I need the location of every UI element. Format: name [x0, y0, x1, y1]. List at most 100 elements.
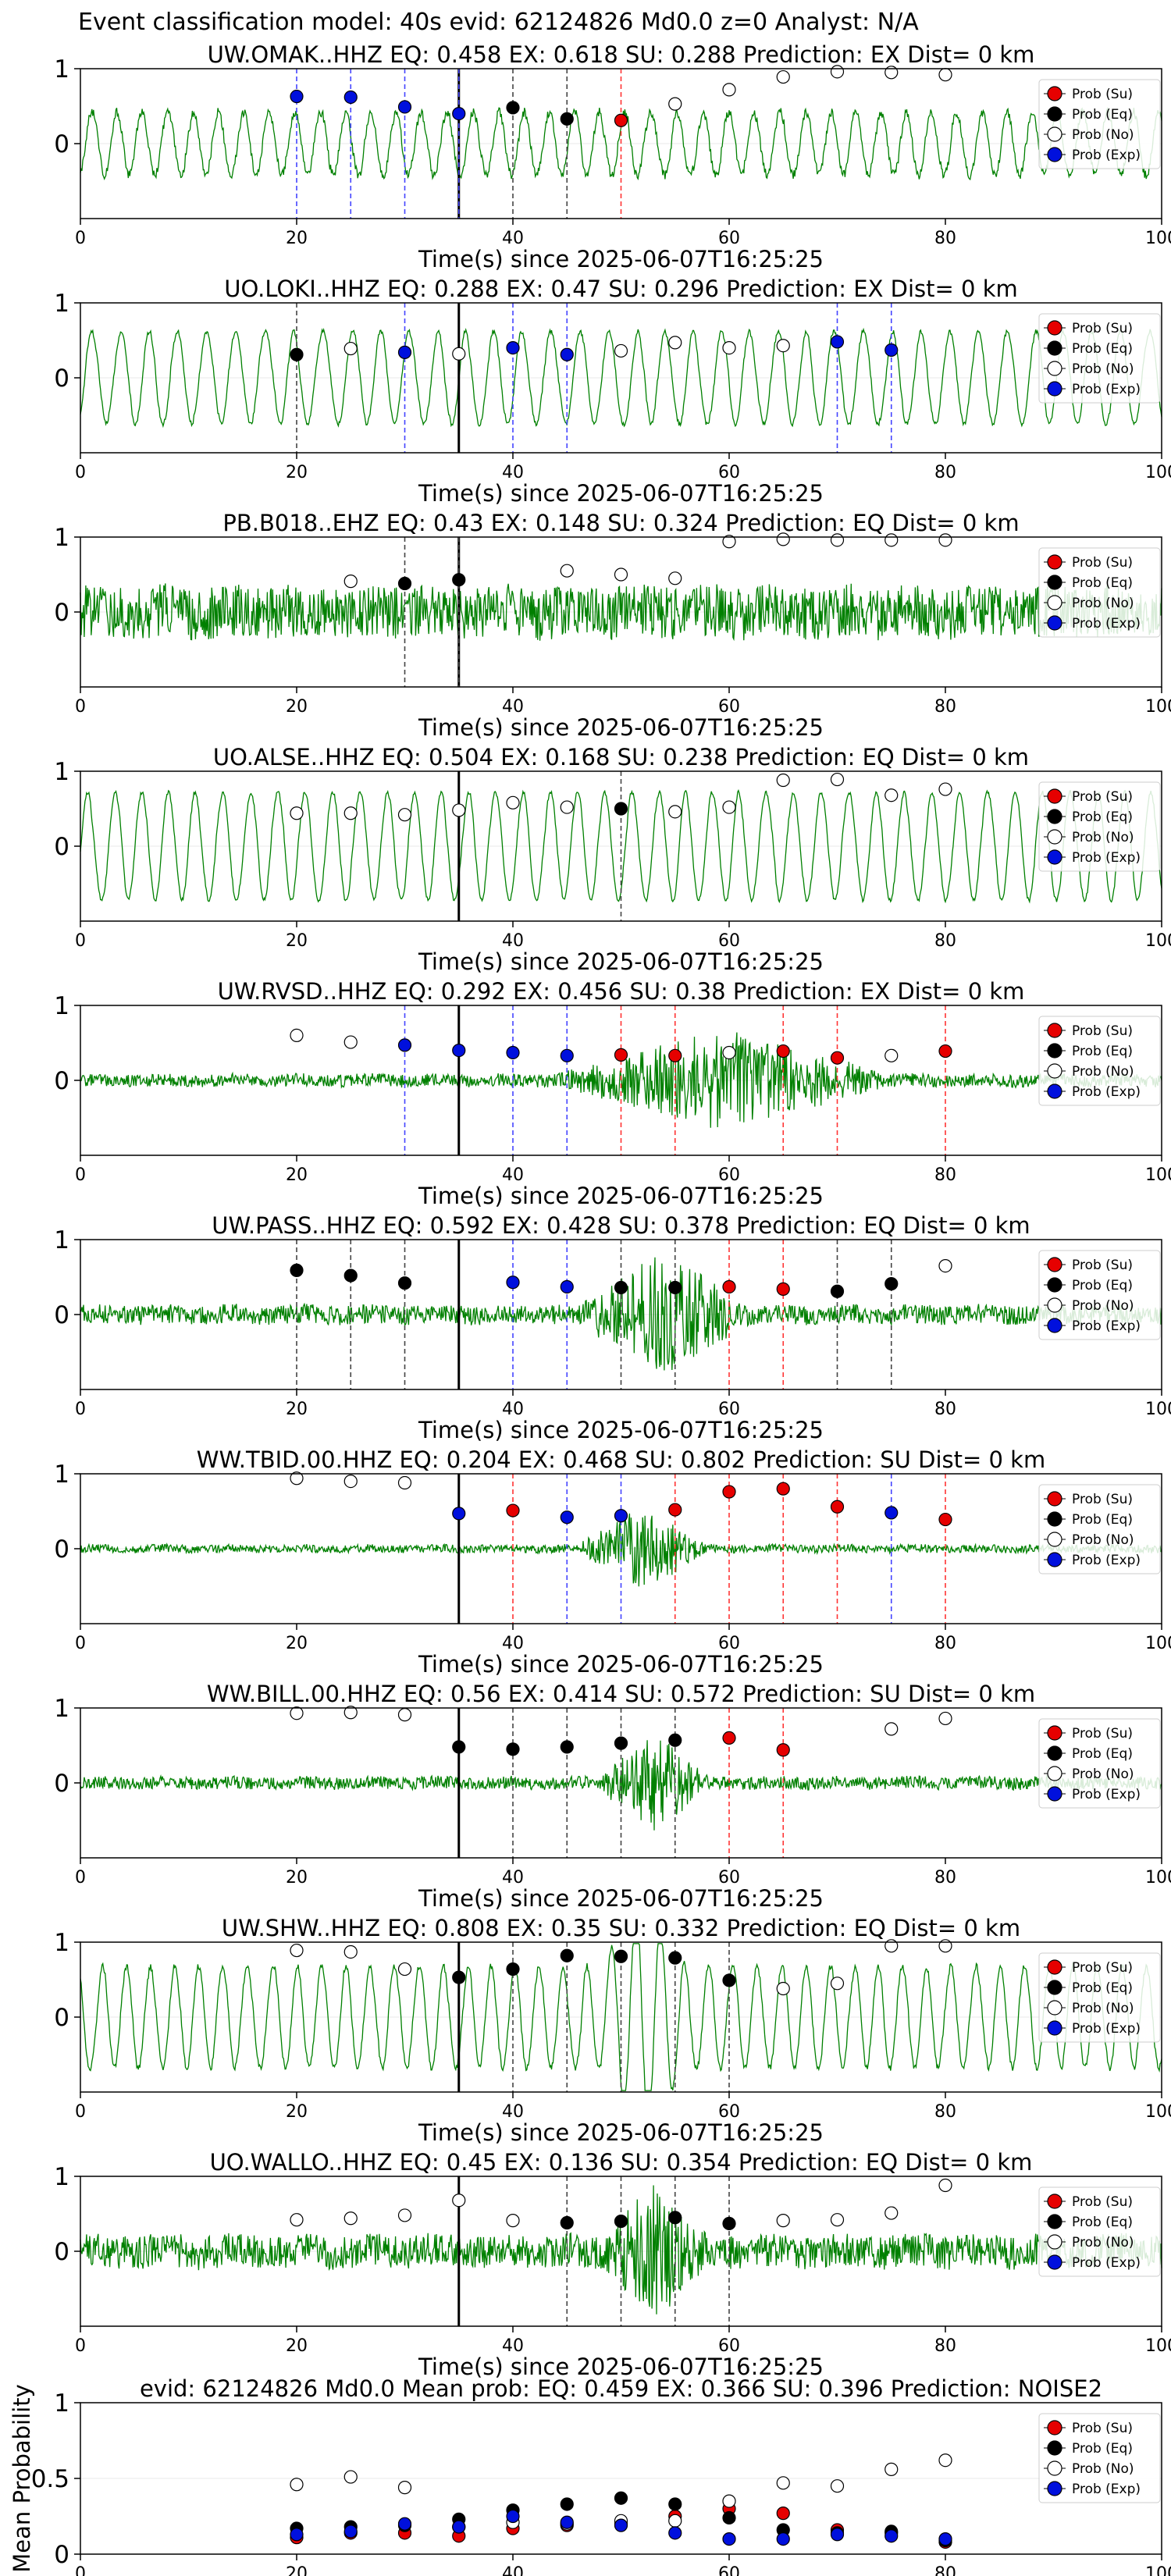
legend: Prob (Su) Prob (Eq) Prob (No) Prob (Exp) — [1038, 1484, 1161, 1574]
legend-label: Prob (No) — [1072, 1298, 1134, 1314]
panel-6: UW.PASS..HHZ EQ: 0.592 EX: 0.428 SU: 0.3… — [54, 1212, 1171, 1443]
panel-11: evid: 62124826 Md0.0 Mean prob: EQ: 0.45… — [9, 2375, 1171, 2576]
prob-point-no — [884, 1722, 899, 1736]
x-tick-label: 0 — [75, 1634, 86, 1653]
mean-point-no — [938, 2453, 952, 2467]
legend-label: Prob (Eq) — [1072, 1044, 1133, 1059]
mean-point-exp — [452, 2520, 466, 2534]
prob-point-no — [830, 2213, 845, 2227]
prob-point-no — [776, 773, 790, 788]
prob-point-eq — [884, 1277, 899, 1291]
legend-box — [1038, 1952, 1161, 2043]
legend-box — [1038, 2413, 1161, 2503]
legend-box — [1038, 2186, 1161, 2277]
prob-point-eq — [506, 1962, 520, 1976]
prob-point-no — [722, 1045, 736, 1060]
legend-label: Prob (Su) — [1072, 2421, 1133, 2436]
prob-point-eq — [343, 1268, 358, 1283]
legend-marker-no — [1047, 829, 1062, 845]
y-tick-label: 1 — [54, 524, 69, 552]
prob-point-no — [290, 2213, 304, 2227]
x-tick-label: 100 — [1145, 1400, 1171, 1419]
plot-frame — [80, 1941, 1162, 2093]
legend-marker-eq — [1047, 1745, 1062, 1761]
legend-label: Prob (Exp) — [1072, 1318, 1141, 1334]
legend-label: Prob (Eq) — [1072, 1512, 1133, 1528]
x-tick-label: 20 — [286, 463, 308, 482]
prob-point-su — [722, 1279, 736, 1294]
y-tick-label: 1 — [54, 1695, 69, 1723]
mean-point-su — [776, 2507, 790, 2521]
panel-4: UO.ALSE..HHZ EQ: 0.504 EX: 0.168 SU: 0.2… — [54, 744, 1171, 975]
x-tick-label: 100 — [1145, 1868, 1171, 1888]
legend-label: Prob (Eq) — [1072, 107, 1133, 123]
panel-3: PB.B018..EHZ EQ: 0.43 EX: 0.148 SU: 0.32… — [54, 510, 1171, 741]
x-tick-label: 60 — [718, 2102, 740, 2122]
prob-point-exp — [397, 1038, 412, 1052]
legend-marker-eq — [1047, 2440, 1062, 2456]
prob-point-no — [343, 341, 358, 356]
mean-point-eq — [614, 2491, 628, 2505]
legend-box — [1038, 547, 1161, 638]
prob-point-no — [397, 1475, 412, 1490]
prob-point-no — [884, 533, 899, 547]
prob-point-eq — [614, 802, 628, 816]
legend-label: Prob (Su) — [1072, 321, 1133, 336]
legend-label: Prob (Eq) — [1072, 2215, 1133, 2230]
prob-point-exp — [884, 1506, 899, 1520]
legend-marker-eq — [1047, 1980, 1062, 1995]
legend-label: Prob (Su) — [1072, 555, 1133, 571]
mean-point-no — [343, 2470, 358, 2484]
prob-point-no — [397, 1708, 412, 1722]
x-tick-label: 20 — [286, 1400, 308, 1419]
legend-marker-eq — [1047, 1043, 1062, 1059]
panel-8: WW.BILL.00.HHZ EQ: 0.56 EX: 0.414 SU: 0.… — [54, 1681, 1171, 1912]
legend-marker-su — [1047, 1023, 1062, 1038]
prob-point-su — [776, 1482, 790, 1496]
y-tick-label: 1 — [54, 1226, 69, 1254]
x-tick-label: 80 — [934, 1165, 956, 1185]
x-tick-label: 0 — [75, 1400, 86, 1419]
mean-point-eq — [722, 2510, 736, 2525]
legend: Prob (Su) Prob (Eq) Prob (No) Prob (Exp) — [1038, 2413, 1161, 2503]
legend-marker-su — [1047, 86, 1062, 101]
prob-point-su — [776, 1282, 790, 1296]
legend-marker-no — [1047, 1766, 1062, 1781]
x-axis-label: Time(s) since 2025-06-07T16:25:25 — [418, 1183, 824, 1209]
legend-marker-exp — [1047, 615, 1062, 631]
legend-marker-su — [1047, 2420, 1062, 2435]
mean-point-exp — [722, 2532, 736, 2546]
legend-marker-no — [1047, 1532, 1062, 1547]
y-tick-label: 0 — [54, 1770, 69, 1798]
prob-point-no — [290, 1028, 304, 1043]
legend-marker-exp — [1047, 381, 1062, 397]
x-tick-label: 40 — [502, 1868, 524, 1888]
y-tick-label: 1 — [54, 290, 69, 318]
prob-point-no — [884, 1939, 899, 1953]
legend-label: Prob (Exp) — [1072, 2021, 1141, 2037]
prob-point-su — [506, 1503, 520, 1517]
mean-point-no — [668, 2514, 682, 2528]
legend-label: Prob (No) — [1072, 2235, 1134, 2250]
legend-marker-no — [1047, 1063, 1062, 1079]
legend-marker-no — [1047, 2460, 1062, 2476]
x-axis-label: Time(s) since 2025-06-07T16:25:25 — [418, 1417, 824, 1443]
legend: Prob (Su) Prob (Eq) Prob (No) Prob (Exp) — [1038, 2186, 1161, 2277]
y-tick-label: 0 — [54, 2541, 69, 2569]
prob-point-su — [668, 1503, 682, 1517]
prob-point-no — [290, 1471, 304, 1485]
prob-point-no — [452, 803, 466, 817]
y-tick-label: 0 — [54, 833, 69, 861]
x-tick-label: 40 — [502, 1634, 524, 1653]
mean-point-no — [397, 2481, 412, 2495]
mean-point-eq — [668, 2497, 682, 2511]
prob-point-no — [776, 532, 790, 546]
x-axis-label: Time(s) since 2025-06-07T16:25:25 — [418, 948, 824, 975]
prob-point-exp — [397, 100, 412, 114]
prob-point-eq — [614, 2215, 628, 2229]
prob-point-no — [343, 806, 358, 820]
x-tick-label: 0 — [75, 229, 86, 248]
legend-marker-no — [1047, 126, 1062, 142]
legend-box — [1038, 1484, 1161, 1574]
